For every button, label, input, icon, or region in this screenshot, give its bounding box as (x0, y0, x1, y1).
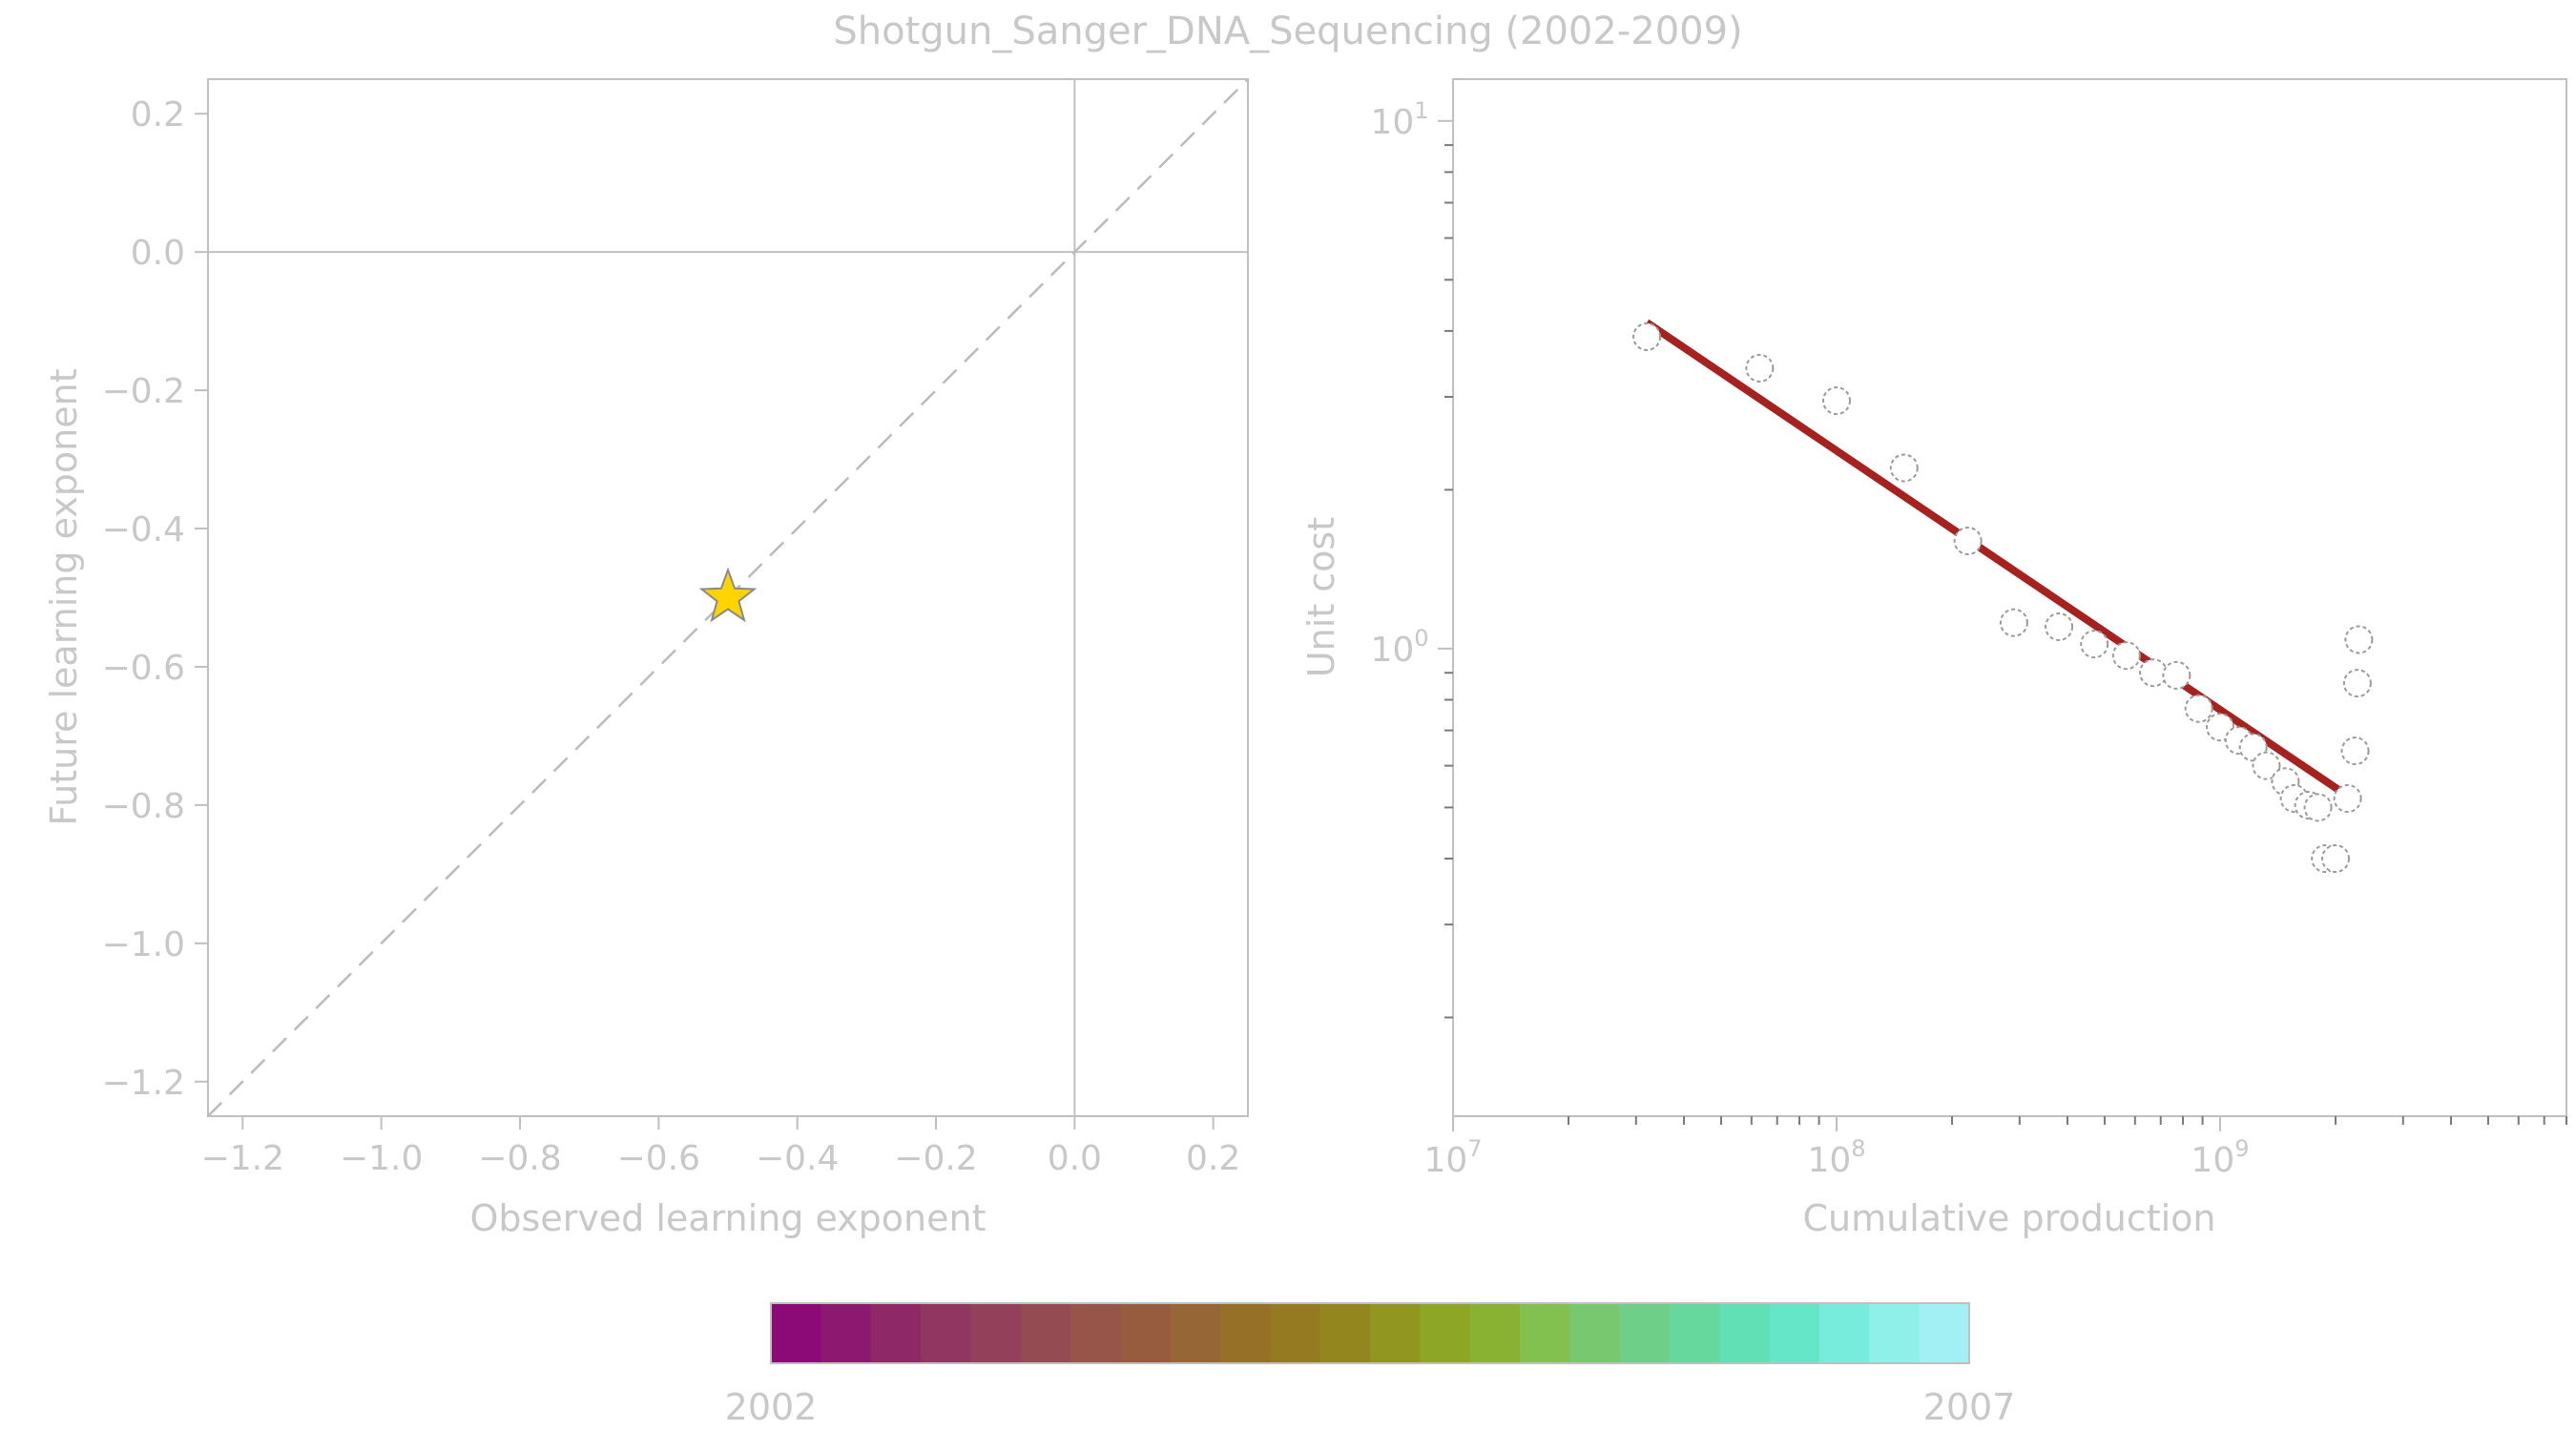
left-x-tick-label: −0.6 (617, 1139, 700, 1178)
left-x-tick-label: −0.2 (894, 1139, 977, 1178)
right-data-point (2340, 736, 2370, 766)
left-y-tick-label: −0.2 (102, 372, 185, 411)
right-y-tick-label: 101 (1370, 97, 1428, 142)
colorbar-cell (1370, 1303, 1422, 1363)
left-y-tick-label: 0.0 (131, 234, 185, 273)
right-axis-ticks: 107 108 109 100 101 (1370, 97, 2567, 1180)
colorbar-cell (870, 1303, 922, 1363)
colorbar: 2002 2007 (725, 1302, 2016, 1428)
colorbar-cell (1819, 1303, 1871, 1363)
left-star-marker (698, 567, 758, 623)
figure-title: Shotgun_Sanger_DNA_Sequencing (2002-2009… (833, 10, 1742, 53)
right-data-point (2303, 793, 2333, 822)
right-data-point (1953, 527, 1983, 556)
right-chart: 107 108 109 100 101 Cumulative production Un… (1300, 78, 2567, 1239)
right-data-point (2252, 751, 2281, 780)
right-data-point (1821, 386, 1851, 416)
right-data-point (1999, 608, 2028, 637)
right-data-point (2320, 844, 2350, 874)
right-data-point (2342, 669, 2372, 698)
left-x-tick-label: −0.4 (756, 1139, 839, 1178)
colorbar-cell (1719, 1303, 1771, 1363)
right-plot-frame (1452, 78, 2567, 1117)
right-data-point (2162, 660, 2192, 690)
right-data-point (1632, 321, 1662, 351)
left-y-tick-label: −0.8 (102, 787, 185, 826)
colorbar-cell (1420, 1303, 1471, 1363)
right-x-axis-label: Cumulative production (1802, 1197, 2215, 1239)
right-points (1632, 321, 2374, 874)
colorbar-cell (1769, 1303, 1820, 1363)
colorbar-cell (1120, 1303, 1172, 1363)
colorbar-cell (1520, 1303, 1571, 1363)
left-y-tick-label: −0.6 (102, 649, 185, 688)
colorbar-frame (770, 1302, 1970, 1364)
left-x-tick-label: −0.8 (478, 1139, 561, 1178)
colorbar-cell (1670, 1303, 1721, 1363)
left-x-tick-label: −1.2 (201, 1139, 284, 1178)
left-x-tick-label: 0.2 (1186, 1139, 1240, 1178)
right-data-point (2344, 625, 2374, 654)
colorbar-cell (1020, 1303, 1071, 1363)
colorbar-start-label: 2002 (725, 1386, 818, 1428)
right-x-tick-label: 107 (1423, 1135, 1482, 1180)
left-chart: −1.2 −1.0 −0.8 −0.6 −0.4 −0.2 0.0 0.2 −1.2 −1.0 −0… (43, 78, 1249, 1239)
right-data-point (2111, 641, 2141, 671)
left-axis-ticks: −1.2 −1.0 −0.8 −0.6 −0.4 −0.2 0.0 0.2 −1.2 −1.0 −0… (102, 95, 1241, 1178)
left-plot-frame (207, 78, 1249, 1117)
right-data-point (2080, 630, 2109, 659)
right-x-tick-label: 108 (1807, 1135, 1865, 1180)
colorbar-cell (1469, 1303, 1521, 1363)
left-y-tick-label: −1.2 (102, 1064, 185, 1103)
colorbar-cells (771, 1303, 1970, 1363)
left-y-axis-label: Future learning exponent (43, 368, 85, 825)
colorbar-cell (1070, 1303, 1122, 1363)
right-data-point (1745, 353, 1775, 383)
colorbar-cell (1569, 1303, 1621, 1363)
left-x-tick-label: 0.0 (1048, 1139, 1102, 1178)
right-y-tick-label: 100 (1370, 625, 1428, 670)
colorbar-cell (1270, 1303, 1321, 1363)
colorbar-cell (1919, 1303, 1970, 1363)
left-points (698, 567, 758, 623)
colorbar-cell (921, 1303, 972, 1363)
left-x-tick-label: −1.0 (340, 1139, 423, 1178)
right-x-tick-label: 109 (2191, 1135, 2249, 1180)
colorbar-cell (771, 1303, 822, 1363)
right-y-axis-label: Unit cost (1300, 517, 1342, 677)
right-data-point (1889, 453, 1919, 483)
right-fit-line-group (1644, 319, 2354, 802)
left-y-tick-label: 0.2 (131, 95, 185, 135)
colorbar-cell (1619, 1303, 1671, 1363)
colorbar-cell (970, 1303, 1022, 1363)
left-y-tick-label: −1.0 (102, 925, 185, 964)
right-data-point (2045, 612, 2074, 642)
colorbar-cell (1319, 1303, 1371, 1363)
right-data-point (2184, 694, 2213, 723)
colorbar-cell (821, 1303, 872, 1363)
left-y-tick-label: −0.4 (102, 510, 185, 550)
right-fit-line (1644, 319, 2354, 802)
colorbar-cell (1869, 1303, 1921, 1363)
left-x-axis-label: Observed learning exponent (469, 1197, 986, 1239)
right-data-point (2139, 658, 2169, 688)
right-data-point (2333, 783, 2362, 813)
colorbar-cell (1170, 1303, 1221, 1363)
colorbar-cell (1220, 1303, 1272, 1363)
colorbar-end-label: 2007 (1923, 1386, 2016, 1428)
